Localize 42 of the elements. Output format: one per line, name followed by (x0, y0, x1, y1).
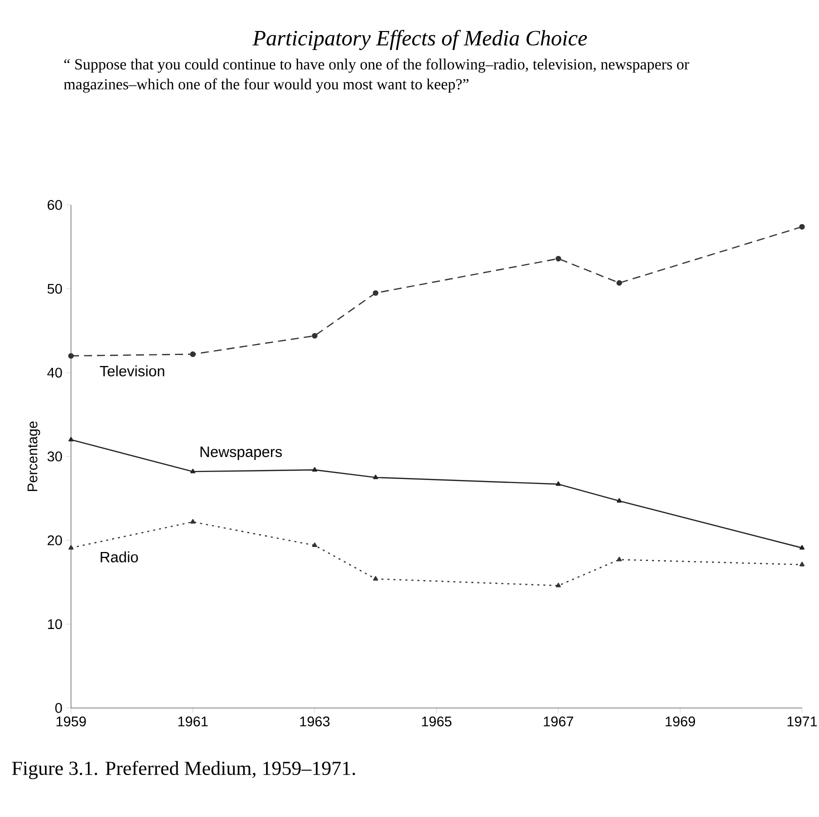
point (556, 256, 562, 262)
x-tick-label: 1969 (666, 716, 696, 726)
x-tick-label: 1965 (422, 716, 452, 726)
point (799, 224, 805, 230)
point (312, 332, 318, 339)
point (372, 290, 378, 296)
x-tick-label: 1961 (178, 716, 208, 726)
x-tick-label: 1967 (544, 716, 574, 726)
y-tick-label: 50 (48, 284, 62, 294)
point (190, 519, 196, 524)
x-tick-label: 1971 (788, 716, 817, 726)
point (373, 576, 378, 581)
y-tick-label: 60 (48, 200, 62, 210)
point (68, 545, 74, 550)
point (556, 582, 561, 588)
point (68, 436, 74, 442)
series-label: Newspapers (200, 446, 282, 460)
point (190, 468, 196, 474)
point (616, 280, 622, 286)
x-tick-label: 1963 (300, 716, 330, 726)
point (616, 498, 622, 503)
caption: Figure 3.1. Preferred Medium, 1959–1971. (12, 760, 355, 780)
point (800, 545, 805, 550)
y-tick-label: 30 (48, 452, 62, 462)
point (312, 467, 318, 472)
point (556, 481, 561, 486)
point (190, 351, 196, 358)
point (800, 562, 805, 566)
chart-title: Participatory Effects of Media Choice (252, 30, 587, 50)
y-tick-label: 20 (48, 535, 62, 546)
y-axis-title: Percentage (28, 421, 40, 492)
series-label: Television (100, 365, 164, 376)
y-tick-label: 0 (55, 703, 62, 713)
x-tick-label: 1959 (56, 716, 86, 726)
y-tick-label: 40 (47, 368, 62, 378)
point (312, 542, 318, 548)
point (616, 556, 622, 562)
point (68, 353, 74, 359)
series-label: Radio (100, 551, 138, 562)
chart-subtitle: “ Suppose that you could continue to have only one of the following–radio, television, newspapers or magazines–which one of the four would you most want to keep?” (64, 58, 690, 93)
point (373, 474, 378, 480)
y-tick-label: 10 (48, 619, 62, 630)
